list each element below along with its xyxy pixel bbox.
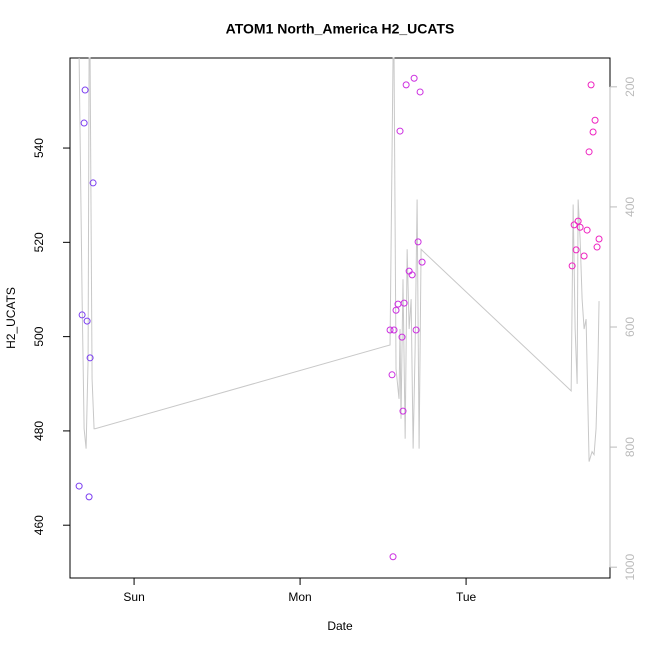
y2-tick-label: 800 [623, 437, 637, 457]
point [390, 326, 398, 334]
x-tick-label: Sun [123, 590, 144, 604]
point [580, 252, 588, 260]
y-tick-label: 480 [32, 421, 46, 441]
point [418, 258, 426, 266]
point [572, 246, 580, 254]
point [386, 326, 394, 334]
y2-tick-label: 600 [623, 317, 637, 337]
series-line [78, 57, 600, 462]
point [75, 482, 83, 490]
point [400, 299, 408, 307]
point [389, 553, 397, 561]
point [414, 238, 422, 246]
point [408, 271, 416, 279]
y-axis-label: H2_UCATS [4, 287, 18, 349]
x-tick-label: Tue [456, 590, 477, 604]
x-axis-label: Date [327, 619, 353, 633]
point [583, 226, 591, 234]
point [78, 311, 86, 319]
point [80, 119, 88, 127]
y2-tick-label: 1000 [623, 554, 637, 581]
point [589, 128, 597, 136]
point [392, 306, 400, 314]
point [396, 127, 404, 135]
point [388, 371, 396, 379]
y-tick-label: 520 [32, 232, 46, 252]
y-tick-label: 540 [32, 138, 46, 158]
point [591, 116, 599, 124]
y-tick-label: 500 [32, 326, 46, 346]
point [398, 333, 406, 341]
point [576, 223, 584, 231]
point [585, 148, 593, 156]
point [86, 354, 94, 362]
point [85, 493, 93, 501]
y-tick-label: 460 [32, 515, 46, 535]
point [574, 217, 582, 225]
y2-tick-label: 400 [623, 197, 637, 217]
point [412, 326, 420, 334]
point [399, 407, 407, 415]
point [83, 317, 91, 325]
plot-frame [69, 57, 611, 579]
point [416, 88, 424, 96]
point [410, 74, 418, 82]
point [593, 243, 601, 251]
chart-title: ATOM1 North_America H2_UCATS [226, 21, 455, 37]
point [402, 81, 410, 89]
point [89, 179, 97, 187]
point [587, 81, 595, 89]
point [570, 221, 578, 229]
x-tick-label: Mon [288, 590, 311, 604]
y2-tick-label: 200 [623, 76, 637, 96]
point [595, 235, 603, 243]
point [568, 262, 576, 270]
point [81, 86, 89, 94]
